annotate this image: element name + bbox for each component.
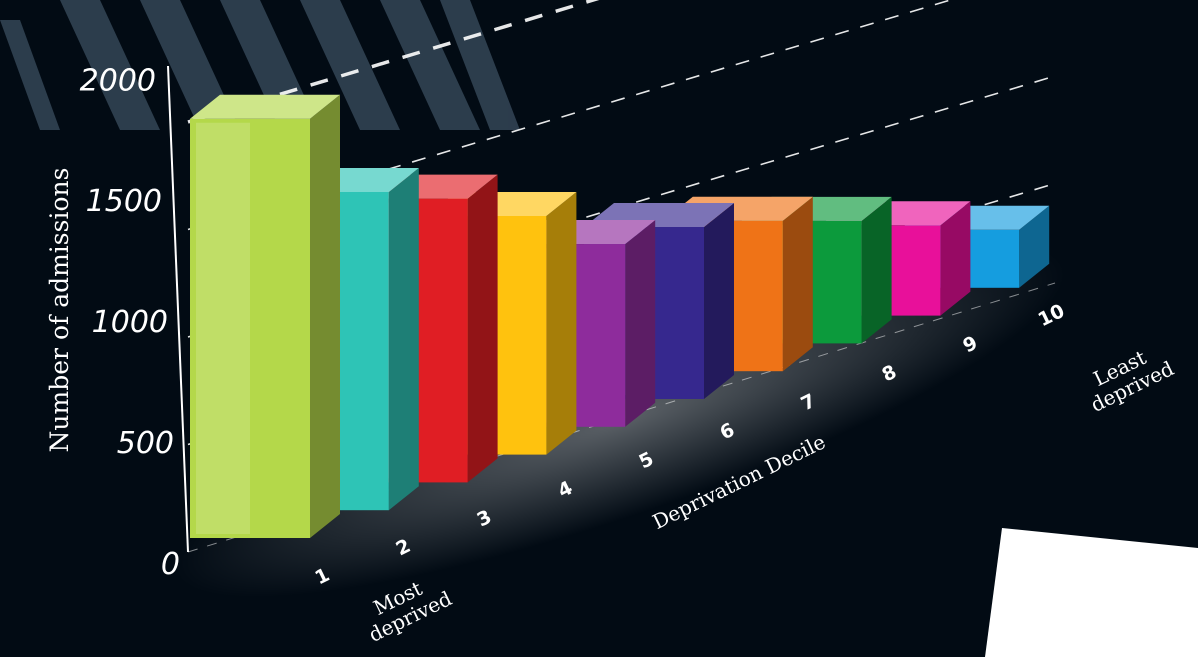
y-tick-label: 0	[161, 547, 180, 582]
bar-top	[190, 94, 340, 119]
bar-gloss	[196, 122, 250, 534]
bar-side	[467, 174, 498, 483]
gridline	[187, 0, 954, 231]
bar-side	[310, 94, 340, 538]
y-axis-line	[167, 65, 189, 553]
y-tick-labels: 0 500 1000 1500 2000	[80, 63, 180, 582]
y-tick-label: 500	[117, 426, 174, 461]
bar-side	[782, 196, 813, 372]
y-axis	[167, 65, 189, 553]
decorative-card	[985, 528, 1198, 657]
bar-side	[388, 168, 419, 511]
y-tick-label: 1500	[86, 184, 162, 219]
bar-side	[704, 203, 734, 399]
bar	[190, 94, 340, 538]
y-axis-title: Number of admissions	[45, 168, 74, 453]
bars	[190, 94, 1050, 538]
x-end-label: Least deprived	[1077, 336, 1178, 417]
bar-side	[625, 220, 656, 427]
bar-side	[940, 201, 971, 316]
bar-side	[861, 196, 892, 344]
y-tick-label: 2000	[80, 63, 156, 98]
background-stripes	[0, 0, 520, 130]
bar-side	[1019, 205, 1050, 288]
y-tick-label: 1000	[92, 305, 168, 340]
bar-side	[546, 191, 577, 455]
bar-front	[190, 118, 310, 538]
